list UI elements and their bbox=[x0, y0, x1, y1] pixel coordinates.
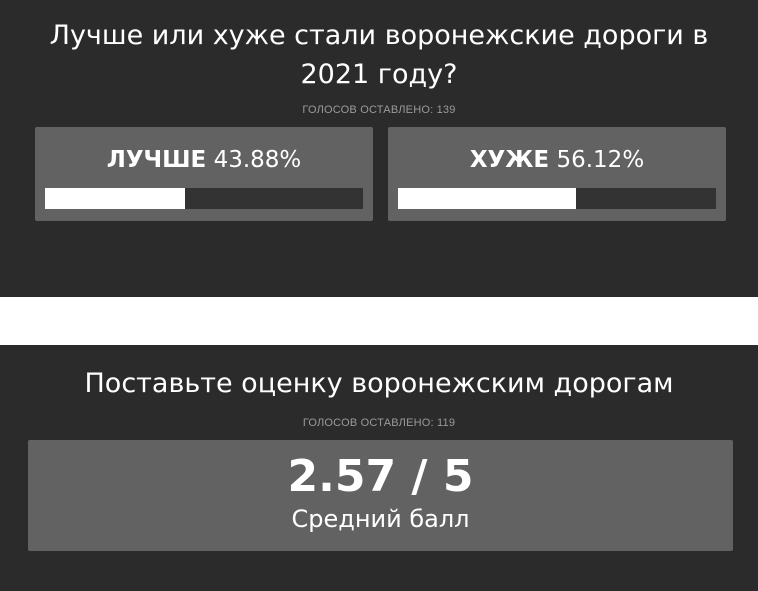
poll-question: Лучше или хуже стали воронежские дороги … bbox=[49, 20, 709, 90]
average-score: 2.57 / 5 bbox=[287, 451, 474, 502]
option-better-label: ЛУЧШЕ bbox=[106, 147, 207, 173]
option-worse-text: ХУЖЕ 56.12% bbox=[388, 145, 726, 175]
poll-votes-count: ГОЛОСОВ ОСТАВЛЕНО: 139 bbox=[302, 104, 456, 116]
rating-question: Поставьте оценку воронежским дорогам bbox=[84, 368, 674, 399]
poll-panel: Лучше или хуже стали воронежские дороги … bbox=[0, 0, 758, 297]
option-better-button[interactable]: ЛУЧШЕ 43.88% bbox=[35, 127, 373, 221]
average-score-label: Средний балл bbox=[291, 505, 470, 533]
option-better-bar-fill bbox=[45, 188, 185, 209]
rating-votes-count: ГОЛОСОВ ОСТАВЛЕНО: 119 bbox=[302, 417, 456, 429]
rating-result-box: 2.57 / 5 Средний балл bbox=[28, 440, 733, 551]
option-worse-button[interactable]: ХУЖЕ 56.12% bbox=[388, 127, 726, 221]
option-better-bar bbox=[45, 188, 363, 209]
option-worse-bar bbox=[398, 188, 716, 209]
option-worse-bar-fill bbox=[398, 188, 577, 209]
option-better-text: ЛУЧШЕ 43.88% bbox=[35, 145, 373, 175]
option-worse-percent: 56.12% bbox=[556, 147, 645, 173]
rating-panel: Поставьте оценку воронежским дорогам ГОЛ… bbox=[0, 345, 758, 591]
option-worse-label: ХУЖЕ bbox=[469, 147, 550, 173]
option-better-percent: 43.88% bbox=[213, 147, 302, 173]
